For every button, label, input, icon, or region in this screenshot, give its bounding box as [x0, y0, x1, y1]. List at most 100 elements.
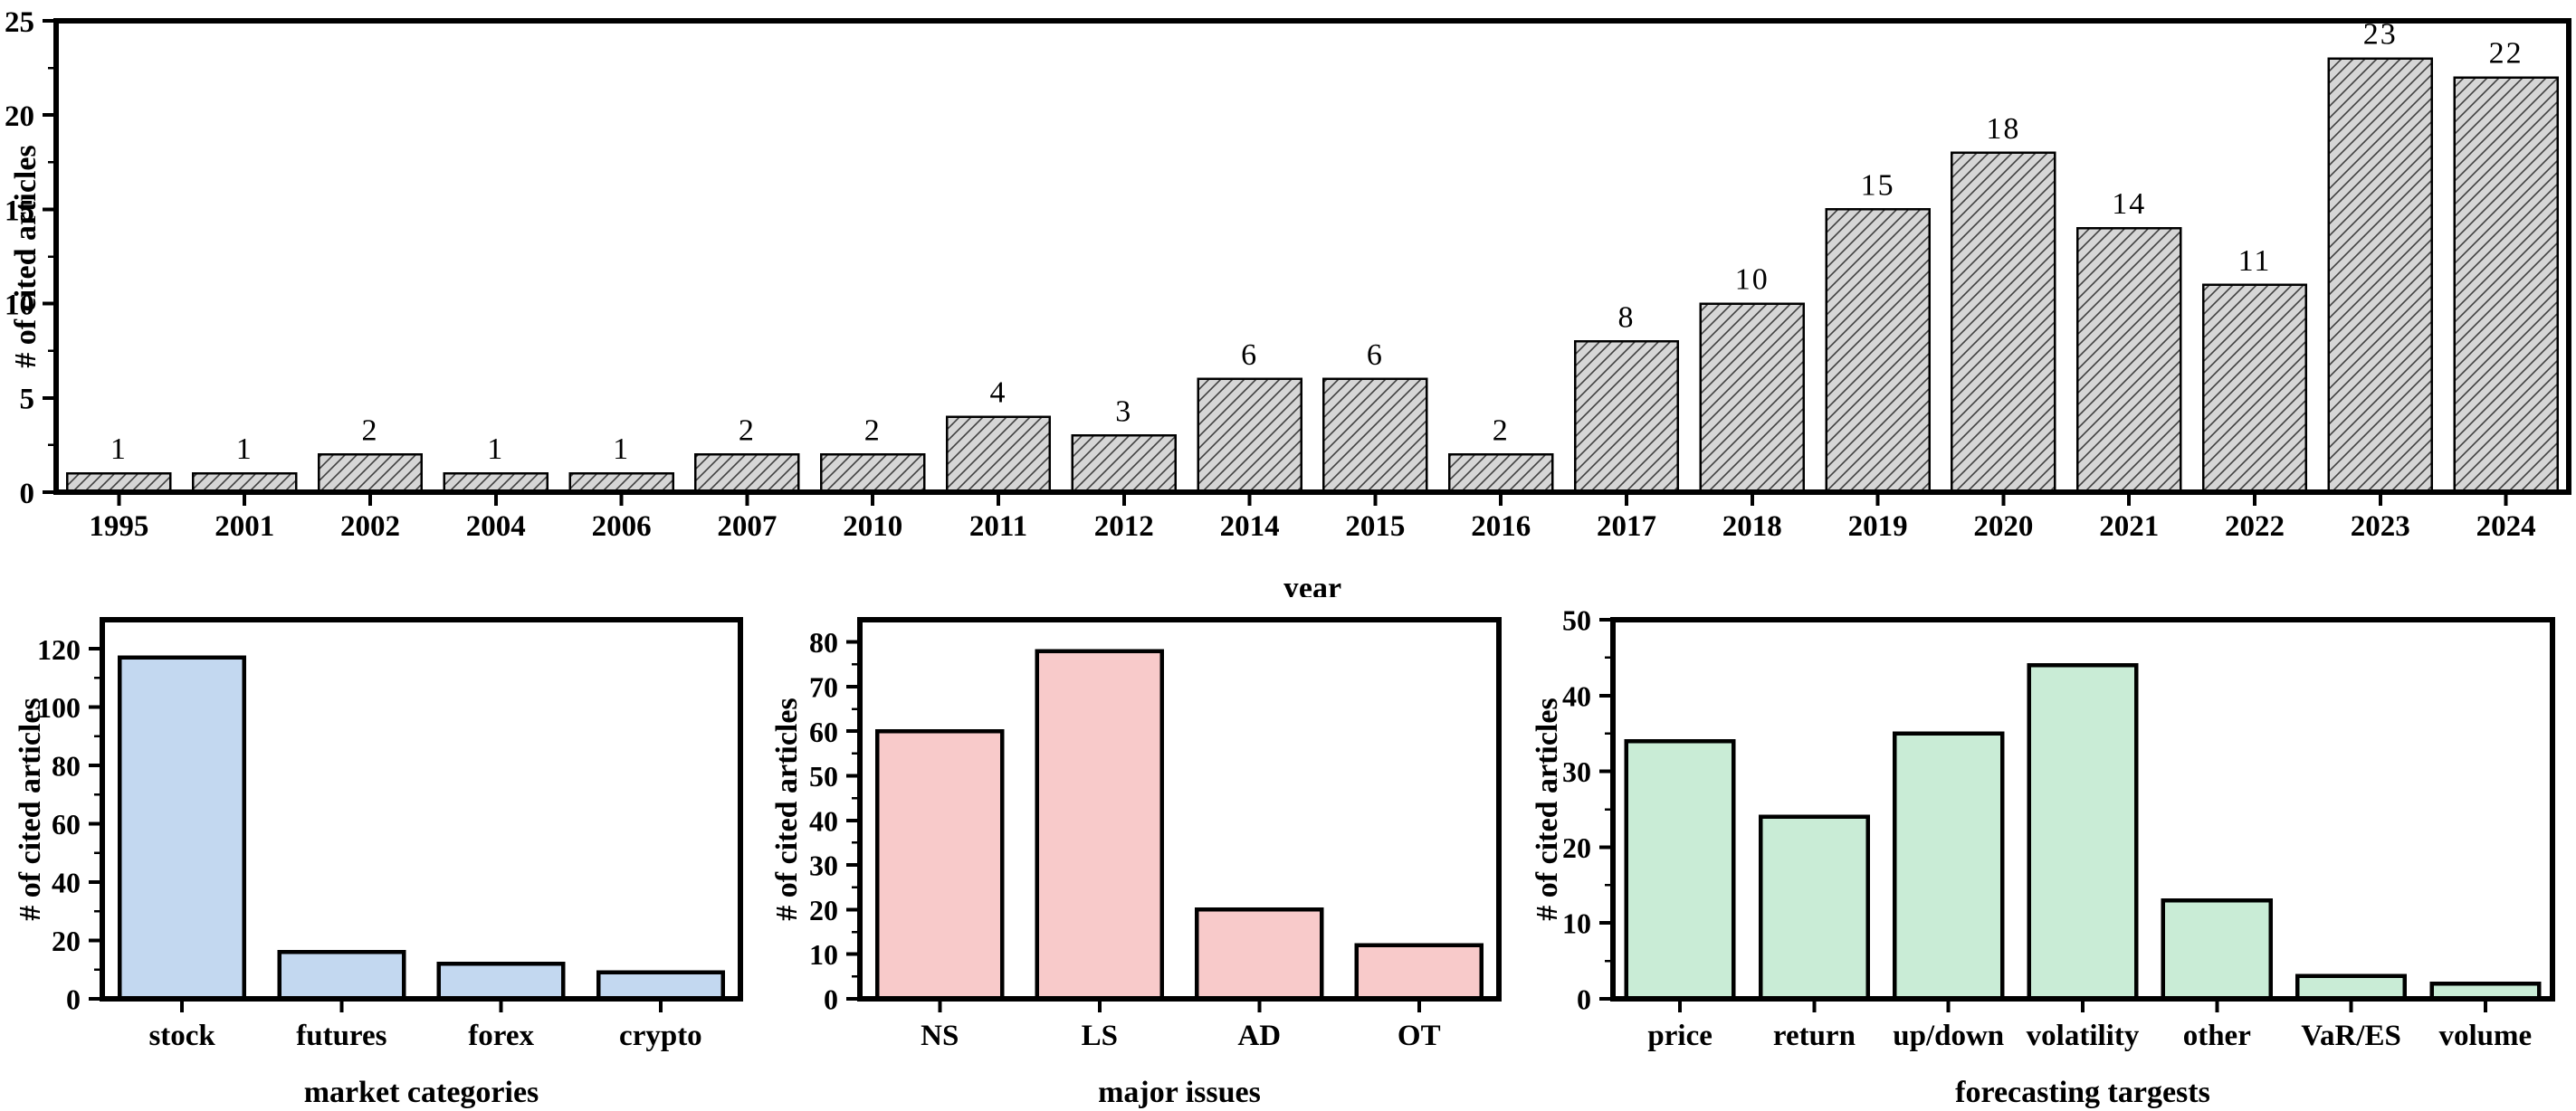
- x-tick-label: volatility: [2027, 1020, 2140, 1052]
- x-tick-label: VaR/ES: [2301, 1020, 2401, 1052]
- y-tick-label: 25: [5, 6, 34, 39]
- x-tick-label: NS: [921, 1020, 959, 1052]
- x-tick-label: 2024: [2476, 510, 2536, 543]
- bar-value-label: 1: [110, 432, 128, 466]
- bar-stock: [118, 655, 247, 1002]
- y-axis-title: # of cited articles: [9, 145, 43, 367]
- x-tick-label: stock: [148, 1020, 215, 1052]
- y-tick-label: 0: [1577, 983, 1591, 1016]
- bar-2011: [945, 415, 1052, 494]
- x-tick-label: 2023: [2351, 510, 2410, 543]
- x-axis-title: major issues: [1098, 1076, 1261, 1109]
- bar-2023: [2327, 57, 2433, 494]
- bar-value-label: 1: [236, 432, 253, 466]
- bar-2017: [1573, 340, 1680, 494]
- bar-forex: [436, 962, 566, 1002]
- y-tick-label: 80: [52, 750, 81, 783]
- bar-2024: [2453, 76, 2559, 494]
- bar-2015: [1322, 377, 1428, 494]
- bar-value-label: 22: [2489, 37, 2524, 71]
- y-tick-label: 30: [1562, 755, 1591, 788]
- y-tick-label: 30: [809, 850, 838, 882]
- bar-value-label: 1: [487, 432, 504, 466]
- bar-AD: [1195, 907, 1324, 1002]
- plot-frame: [857, 617, 1502, 1002]
- bar-1995: [66, 471, 172, 494]
- y-tick-label: 0: [66, 983, 81, 1016]
- bar-value-label: 15: [1861, 168, 1895, 202]
- bar-price: [1624, 738, 1736, 1002]
- bar-value-label: 6: [1367, 338, 1384, 372]
- x-axis-title: forecasting targests: [1955, 1076, 2210, 1109]
- x-tick-label: 2010: [843, 510, 902, 543]
- bar-value-label: 4: [990, 376, 1007, 410]
- bar-NS: [875, 728, 1005, 1002]
- y-tick-label: 100: [37, 691, 81, 724]
- market-bar-chart: stock futures forex crypto 0 20 40 60 80 100 120 ma…: [14, 617, 743, 1109]
- y-tick-label: 40: [1562, 679, 1591, 712]
- y-tick-label: 40: [809, 804, 838, 837]
- x-tick-label: up/down: [1893, 1020, 2004, 1052]
- bar-value-label: 8: [1618, 300, 1636, 334]
- x-tick-label: 2021: [2099, 510, 2159, 543]
- bar-2014: [1197, 377, 1302, 494]
- y-tick-label: 50: [809, 760, 838, 793]
- y-tick-label: 5: [20, 384, 35, 416]
- bar-value-label: 11: [2238, 244, 2272, 278]
- y-tick-label: 0: [824, 983, 838, 1016]
- bar-OT: [1354, 943, 1484, 1002]
- bar-2004: [443, 471, 549, 494]
- bar-value-label: 2: [1493, 413, 1510, 447]
- bar-value-label: 10: [1735, 263, 1770, 297]
- x-tick-label: crypto: [619, 1020, 702, 1052]
- x-tick-label: 2004: [466, 510, 526, 543]
- bar-2012: [1071, 434, 1177, 494]
- y-axis-title: # of cited articles: [770, 698, 804, 920]
- bar-value-label: 2: [739, 413, 756, 447]
- y-tick-label: 20: [1562, 831, 1591, 864]
- bar-other: [2161, 897, 2273, 1002]
- x-tick-label: price: [1647, 1020, 1712, 1052]
- y-tick-label: 20: [52, 925, 81, 957]
- x-tick-label: AD: [1237, 1020, 1281, 1052]
- x-tick-label: 2017: [1597, 510, 1656, 543]
- bar-2007: [694, 453, 800, 494]
- y-tick-label: 70: [809, 670, 838, 703]
- bar-value-label: 14: [2112, 187, 2146, 221]
- x-tick-label: futures: [296, 1020, 386, 1052]
- bar-return: [1758, 814, 1870, 1002]
- bar-volatility: [2027, 663, 2139, 1002]
- y-tick-label: 15: [5, 195, 34, 227]
- bar-LS: [1035, 649, 1164, 1002]
- y-tick-label: 120: [37, 633, 81, 666]
- yearly-bar-chart: 1199512001220021200412006220072201042011…: [5, 6, 2571, 597]
- x-tick-label: 2016: [1471, 510, 1531, 543]
- y-tick-label: 80: [809, 626, 838, 659]
- bar-value-label: 3: [1115, 394, 1132, 428]
- bar-futures: [277, 950, 406, 1002]
- bar-2021: [2076, 226, 2182, 494]
- bar-2006: [568, 471, 674, 494]
- x-tick-label: return: [1773, 1020, 1856, 1052]
- y-tick-label: 10: [809, 938, 838, 971]
- y-axis-title: # of cited articles: [1531, 698, 1564, 920]
- x-tick-label: forex: [468, 1020, 534, 1052]
- x-tick-label: other: [2183, 1020, 2251, 1052]
- x-tick-label: 1995: [89, 510, 148, 543]
- y-tick-label: 60: [52, 808, 81, 840]
- y-tick-label: 10: [5, 289, 34, 321]
- x-tick-label: volume: [2439, 1020, 2533, 1052]
- y-axis-title: # of cited articles: [14, 698, 47, 920]
- y-tick-label: 40: [52, 867, 81, 899]
- x-tick-label: 2012: [1094, 510, 1154, 543]
- bar-2019: [1825, 208, 1931, 494]
- plot-frame: [53, 18, 2571, 495]
- x-tick-label: 2014: [1220, 510, 1280, 543]
- bar-VaR/ES: [2295, 973, 2408, 1002]
- bar-2022: [2201, 283, 2308, 494]
- plot-frame: [100, 617, 743, 1002]
- x-tick-label: 2015: [1345, 510, 1405, 543]
- x-tick-label: LS: [1082, 1020, 1118, 1052]
- bar-2001: [192, 471, 298, 494]
